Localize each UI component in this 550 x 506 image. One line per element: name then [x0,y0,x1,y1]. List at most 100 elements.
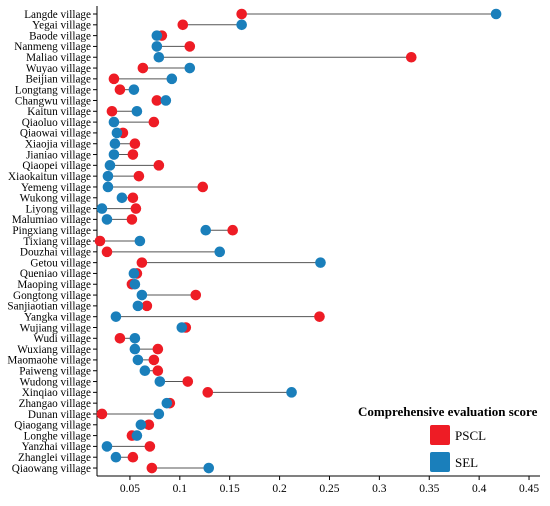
pscl-point [108,73,120,85]
dumbbell-row [154,376,194,387]
y-tick-label: Yanzhai village [22,441,91,453]
y-tick-label: Beijian village [25,74,91,86]
y-tick-label: Qiaopei village [22,160,91,172]
pscl-point [148,116,160,128]
dumbbell-row [96,203,142,214]
dumbbell-row [108,116,160,128]
y-tick-label: Yemeng village [21,182,91,194]
y-tick-label: Wukong village [20,193,91,205]
pscl-point [197,181,209,193]
sel-point [102,170,114,182]
sel-point [111,127,123,139]
pscl-point [130,203,142,214]
dumbbell-row [129,343,164,355]
pscl-point [94,235,106,247]
pscl-point [148,354,160,366]
y-tick-label: Malumiao village [12,214,91,226]
dumbbell-row [126,278,141,290]
pscl-point [184,41,196,52]
pscl-point [126,214,138,225]
dumbbell-row [109,138,141,150]
pscl-point [106,105,118,117]
x-tick-label: 0.2 [272,483,287,495]
y-tick-label: Xiaojia village [25,139,91,151]
dumbbell-row [101,246,226,258]
dumbbell-row [132,354,160,366]
pscl-point [127,149,139,160]
sel-point [236,19,247,31]
pscl-point [177,19,189,31]
dumbbell-row [126,430,143,441]
y-tick-label: Wuxiang village [17,344,91,356]
pscl-point [96,408,108,420]
sel-point [131,105,143,117]
pscl-point [202,387,214,398]
y-tick-label: Longhe village [24,430,91,442]
dumbbell-row [114,333,141,344]
dumbbell-row [108,149,139,160]
sel-point [108,149,120,160]
dumbbell-row [139,365,164,377]
dumbbell-row [114,84,140,95]
pscl-point [143,419,155,431]
y-tick-label: Wuyao village [26,63,91,75]
y-tick-label: Yangka village [24,311,91,323]
sel-point [151,30,163,41]
x-tick-label: 0.4 [472,483,487,495]
sel-point [135,419,147,431]
sel-point [315,257,326,268]
dumbbell-row [104,160,165,171]
y-tick-label: Longtang village [15,84,91,96]
y-tick-label: Gongtong village [13,290,91,302]
dumbbell-row [161,397,176,409]
legend-label-sel: SEL [455,455,478,470]
dumbbell-row [101,441,156,452]
y-tick-label: Maoping village [17,279,91,291]
dumbbell-row [151,41,196,52]
x-tick-label: 0.3 [372,483,387,495]
sel-point [128,84,140,95]
pscl-point [129,138,141,150]
sel-point [101,441,113,452]
y-tick-label: Getou village [30,257,91,269]
dumbbell-row [96,408,165,420]
sel-point [102,181,114,193]
sel-point [154,376,166,387]
y-tick-label: Queniao village [20,268,91,280]
sel-point [490,8,502,20]
y-tick-label: Yegai village [32,20,91,32]
dumbbell-row [110,451,139,463]
dumbbell-row [153,51,417,63]
sel-point [153,408,165,420]
y-tick-label: Tixiang village [23,236,91,248]
pscl-point [151,95,163,106]
dumbbell-row [116,192,139,204]
dumbbell-row [151,30,168,41]
sel-point [128,268,140,279]
dumbbell-row [136,289,202,301]
y-tick-label: Dunan village [28,409,91,421]
dumbbell-row [102,170,145,182]
pscl-point [141,300,153,312]
legend-swatch-pscl [430,425,450,445]
pscl-point [101,246,113,258]
dumbbell-row [151,95,172,106]
sel-point [109,138,121,150]
sel-point [136,289,148,301]
sel-point [176,322,188,333]
y-tick-label: Pingxiang village [12,225,91,237]
dumbbell-row [177,19,247,31]
y-tick-label: Changwu village [15,95,91,107]
pscl-point [152,365,164,377]
sel-point [160,95,172,106]
dumbbell-row [146,462,215,474]
pscl-point [152,343,164,355]
sel-point [108,116,120,128]
pscl-point [136,257,148,268]
sel-point [96,203,108,214]
x-tick-label: 0.15 [220,483,240,495]
y-tick-label: Qiaowang village [12,463,91,475]
